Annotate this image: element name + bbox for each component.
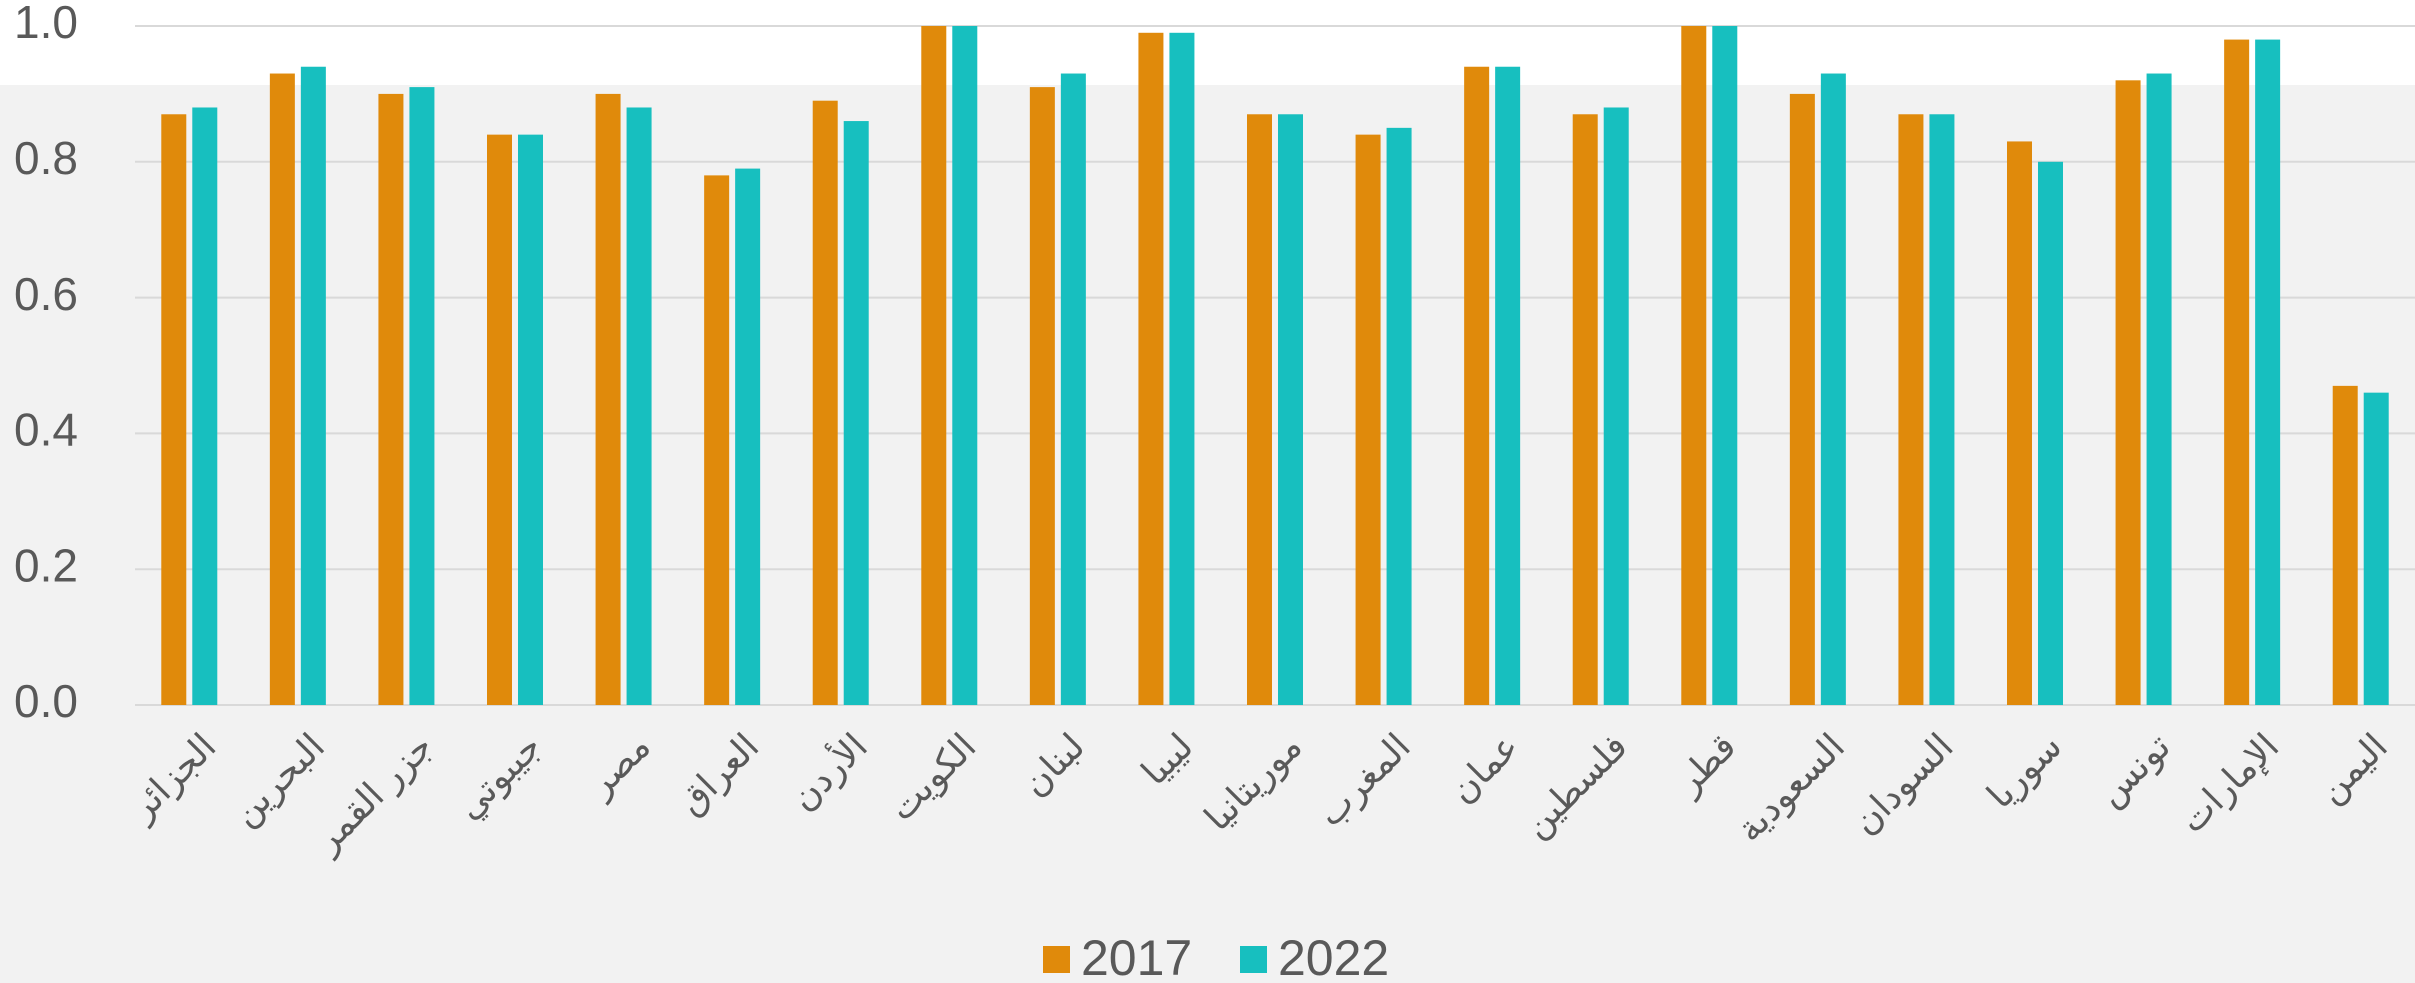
y-tick-label: 0.4	[14, 404, 78, 456]
bar	[1820, 73, 1846, 705]
bar	[1681, 26, 1707, 705]
bar	[2363, 392, 2389, 705]
bar	[1029, 87, 1055, 706]
bar	[1603, 107, 1629, 706]
bar	[269, 73, 295, 705]
bar	[2146, 73, 2172, 705]
bar	[952, 26, 978, 705]
bar	[704, 175, 730, 705]
bar	[2332, 385, 2358, 705]
bar	[518, 134, 543, 705]
y-tick-label: 1.0	[14, 0, 78, 48]
bar	[1386, 127, 1412, 706]
bar	[1929, 114, 1955, 705]
bar	[1495, 66, 1521, 706]
bar	[1138, 32, 1164, 706]
legend-swatch	[1240, 946, 1267, 973]
bar	[1464, 66, 1490, 706]
bar	[626, 107, 652, 706]
bar	[1169, 32, 1195, 706]
legend-label: 2022	[1278, 930, 1389, 983]
y-tick-label: 0.6	[14, 268, 78, 320]
bar	[1572, 114, 1598, 705]
bar	[812, 100, 838, 705]
bar	[2115, 80, 2141, 705]
bar	[2038, 161, 2063, 706]
legend-swatch	[1043, 946, 1070, 973]
y-tick-label: 0.8	[14, 132, 78, 184]
bar	[1712, 26, 1738, 705]
bar	[1355, 134, 1381, 705]
bar	[1789, 93, 1815, 705]
bar	[192, 107, 218, 706]
bar	[378, 93, 404, 705]
y-tick-label: 0.2	[14, 539, 78, 591]
bar	[2007, 141, 2032, 705]
bar	[2255, 39, 2281, 705]
bar	[300, 66, 326, 706]
bar	[595, 93, 621, 705]
bar	[921, 26, 947, 705]
bar	[1247, 114, 1272, 705]
y-tick-label: 0.0	[14, 675, 78, 727]
bar	[487, 134, 512, 705]
bar	[161, 114, 187, 705]
bar	[409, 87, 435, 706]
legend-label: 2017	[1081, 930, 1192, 983]
bar	[843, 121, 869, 705]
bar	[1898, 114, 1924, 705]
bar	[735, 168, 761, 706]
bar	[1278, 114, 1303, 705]
background-top	[0, 0, 2415, 85]
bar	[1060, 73, 1086, 705]
bar	[2224, 39, 2250, 705]
